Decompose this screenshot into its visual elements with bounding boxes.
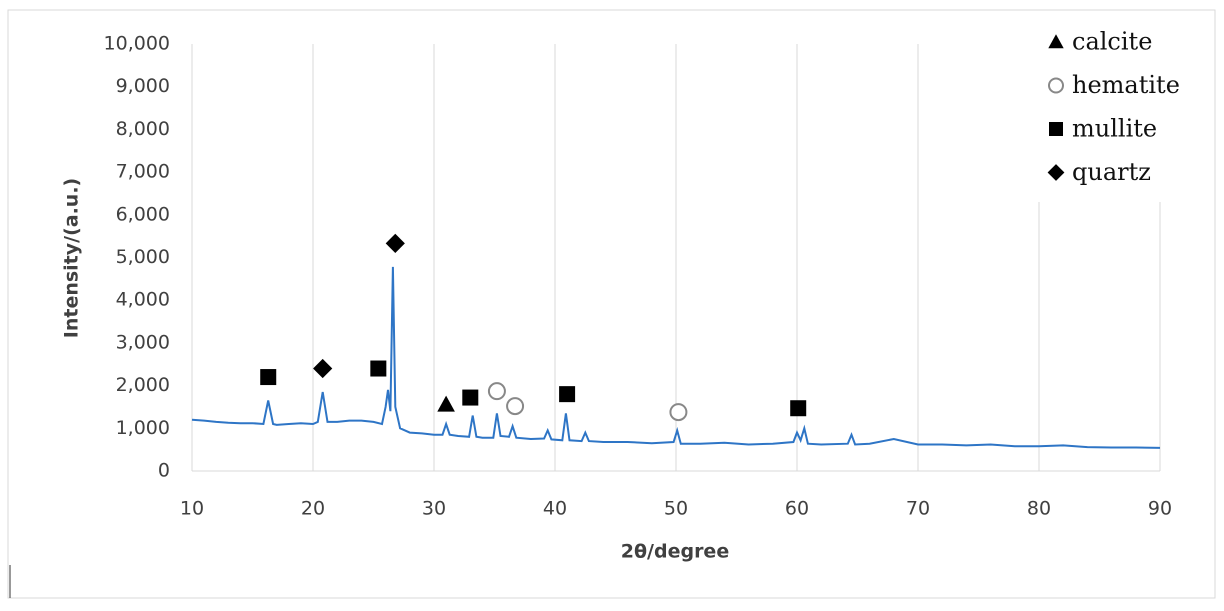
marker-square — [260, 369, 277, 386]
marker-diamond — [1047, 164, 1065, 181]
x-tick-label: 30 — [422, 498, 446, 520]
marker-diamond — [313, 358, 333, 379]
marker-square — [462, 389, 479, 406]
y-tick-label: 2,000 — [116, 374, 170, 396]
chart-frame — [7, 9, 1216, 599]
x-tick-label: 40 — [543, 498, 567, 520]
y-tick-label: 7,000 — [116, 161, 170, 183]
marker-square — [559, 386, 576, 403]
marker-square — [370, 360, 387, 377]
x-tick-label: 10 — [180, 498, 204, 520]
x-axis-title: 2θ/degree — [621, 541, 729, 563]
y-tick-label: 4,000 — [116, 289, 170, 311]
legend-label: calcite — [1072, 28, 1152, 56]
marker-circle — [487, 382, 506, 401]
y-tick-label: 5,000 — [116, 246, 170, 268]
x-tick-label: 50 — [664, 498, 688, 520]
marker-triangle — [437, 395, 455, 412]
marker-circle — [1048, 77, 1064, 94]
legend-label: quartz — [1072, 158, 1151, 186]
y-tick-label: 3,000 — [116, 331, 170, 353]
y-tick-label: 10,000 — [104, 33, 170, 55]
x-tick-label: 70 — [906, 498, 930, 520]
y-tick-label: 9,000 — [116, 75, 170, 97]
y-tick-label: 0 — [158, 460, 170, 482]
x-tick-label: 20 — [301, 498, 325, 520]
marker-circle — [506, 397, 525, 416]
legend-label: mullite — [1072, 115, 1157, 143]
spectrum-line — [191, 266, 1161, 449]
marker-square — [1049, 122, 1063, 136]
y-tick-label: 1,000 — [116, 417, 170, 439]
x-tick-label: 60 — [785, 498, 809, 520]
y-tick-label: 8,000 — [116, 118, 170, 140]
y-tick-label: 6,000 — [116, 203, 170, 225]
legend-label: hematite — [1072, 71, 1180, 99]
y-axis-title: Intensity/(a.u.) — [61, 178, 83, 338]
marker-diamond — [385, 233, 405, 254]
x-tick-label: 90 — [1148, 498, 1172, 520]
x-tick-label: 80 — [1027, 498, 1051, 520]
marker-triangle — [1048, 34, 1064, 49]
marker-circle — [669, 403, 688, 422]
marker-square — [790, 400, 807, 417]
